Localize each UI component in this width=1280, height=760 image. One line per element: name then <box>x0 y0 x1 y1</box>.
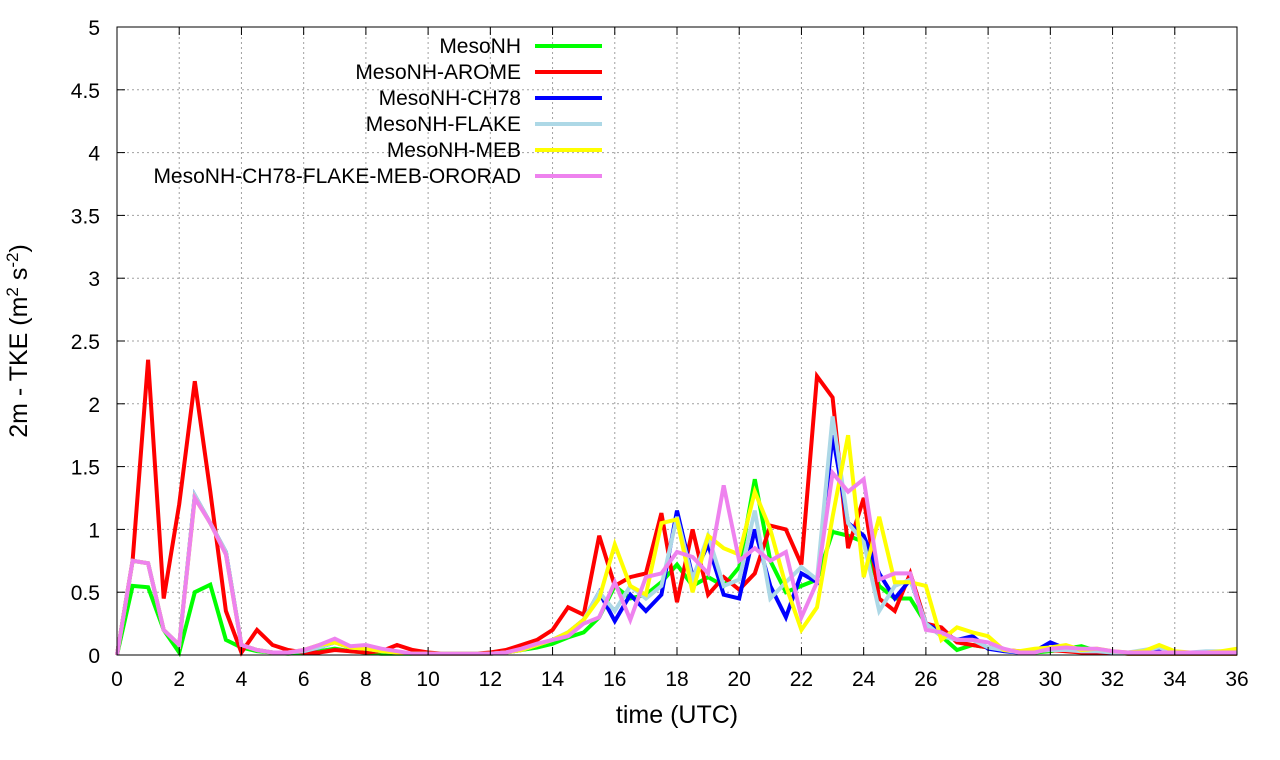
y-axis-title-sup1: 2 <box>3 287 22 296</box>
y-axis-title-end: ) <box>5 244 33 252</box>
x-axis-title: time (UTC) <box>616 701 738 729</box>
x-tick-label: 8 <box>360 668 372 691</box>
x-tick-label: 18 <box>665 668 688 691</box>
x-tick-label: 24 <box>852 668 876 691</box>
y-axis-title-mid: s <box>5 268 33 287</box>
y-tick-label: 0.5 <box>71 582 100 605</box>
legend-label-1: MesoNH-AROME <box>355 61 521 84</box>
y-tick-label: 1 <box>88 519 100 542</box>
x-tick-label: 28 <box>976 668 999 691</box>
axis-ticks <box>116 26 1238 656</box>
x-tick-label: 20 <box>728 668 751 691</box>
y-tick-labels: 0 0.5 1 1.5 2 2.5 3 3.5 4 4.5 5 <box>71 17 101 668</box>
y-axis-title: 2m - TKE (m2 s-2) <box>3 244 33 438</box>
x-tick-label: 14 <box>541 668 565 691</box>
y-axis-title-sup2: -2 <box>3 253 22 268</box>
x-tick-label: 2 <box>173 668 185 691</box>
y-tick-label: 2.5 <box>71 331 100 354</box>
y-tick-label: 5 <box>88 17 100 40</box>
x-tick-label: 6 <box>298 668 310 691</box>
x-tick-label: 36 <box>1225 668 1248 691</box>
y-tick-label: 4.5 <box>71 80 100 103</box>
y-tick-label: 3 <box>88 268 100 291</box>
x-tick-label: 0 <box>111 668 123 691</box>
x-tick-label: 32 <box>1101 668 1124 691</box>
legend-label-3: MesoNH-FLAKE <box>366 113 521 136</box>
y-tick-label: 0 <box>88 645 100 668</box>
grid <box>117 27 1237 655</box>
x-tick-label: 34 <box>1163 668 1187 691</box>
x-tick-label: 12 <box>479 668 502 691</box>
x-tick-label: 4 <box>236 668 248 691</box>
y-tick-label: 3.5 <box>71 205 100 228</box>
legend-label-4: MesoNH-MEB <box>387 139 521 162</box>
y-tick-label: 4 <box>88 143 100 166</box>
x-tick-label: 26 <box>914 668 937 691</box>
y-tick-label: 2 <box>88 394 100 417</box>
legend-label-2: MesoNH-CH78 <box>379 87 521 110</box>
x-tick-label: 10 <box>416 668 439 691</box>
x-tick-label: 16 <box>603 668 626 691</box>
y-tick-label: 1.5 <box>71 457 100 480</box>
x-tick-label: 22 <box>790 668 813 691</box>
legend: MesoNH MesoNH-AROME MesoNH-CH78 MesoNH-FLAK… <box>153 35 602 188</box>
x-tick-labels: 0 2 4 6 8 10 12 14 16 18 20 22 24 26 28 30 32 34 36 <box>111 668 1249 691</box>
legend-label-5: MesoNH-CH78-FLAKE-MEB-ORORAD <box>153 165 521 188</box>
x-tick-label: 30 <box>1039 668 1062 691</box>
legend-label-0: MesoNH <box>439 35 521 58</box>
y-axis-title-main: 2m - TKE (m <box>5 297 33 438</box>
